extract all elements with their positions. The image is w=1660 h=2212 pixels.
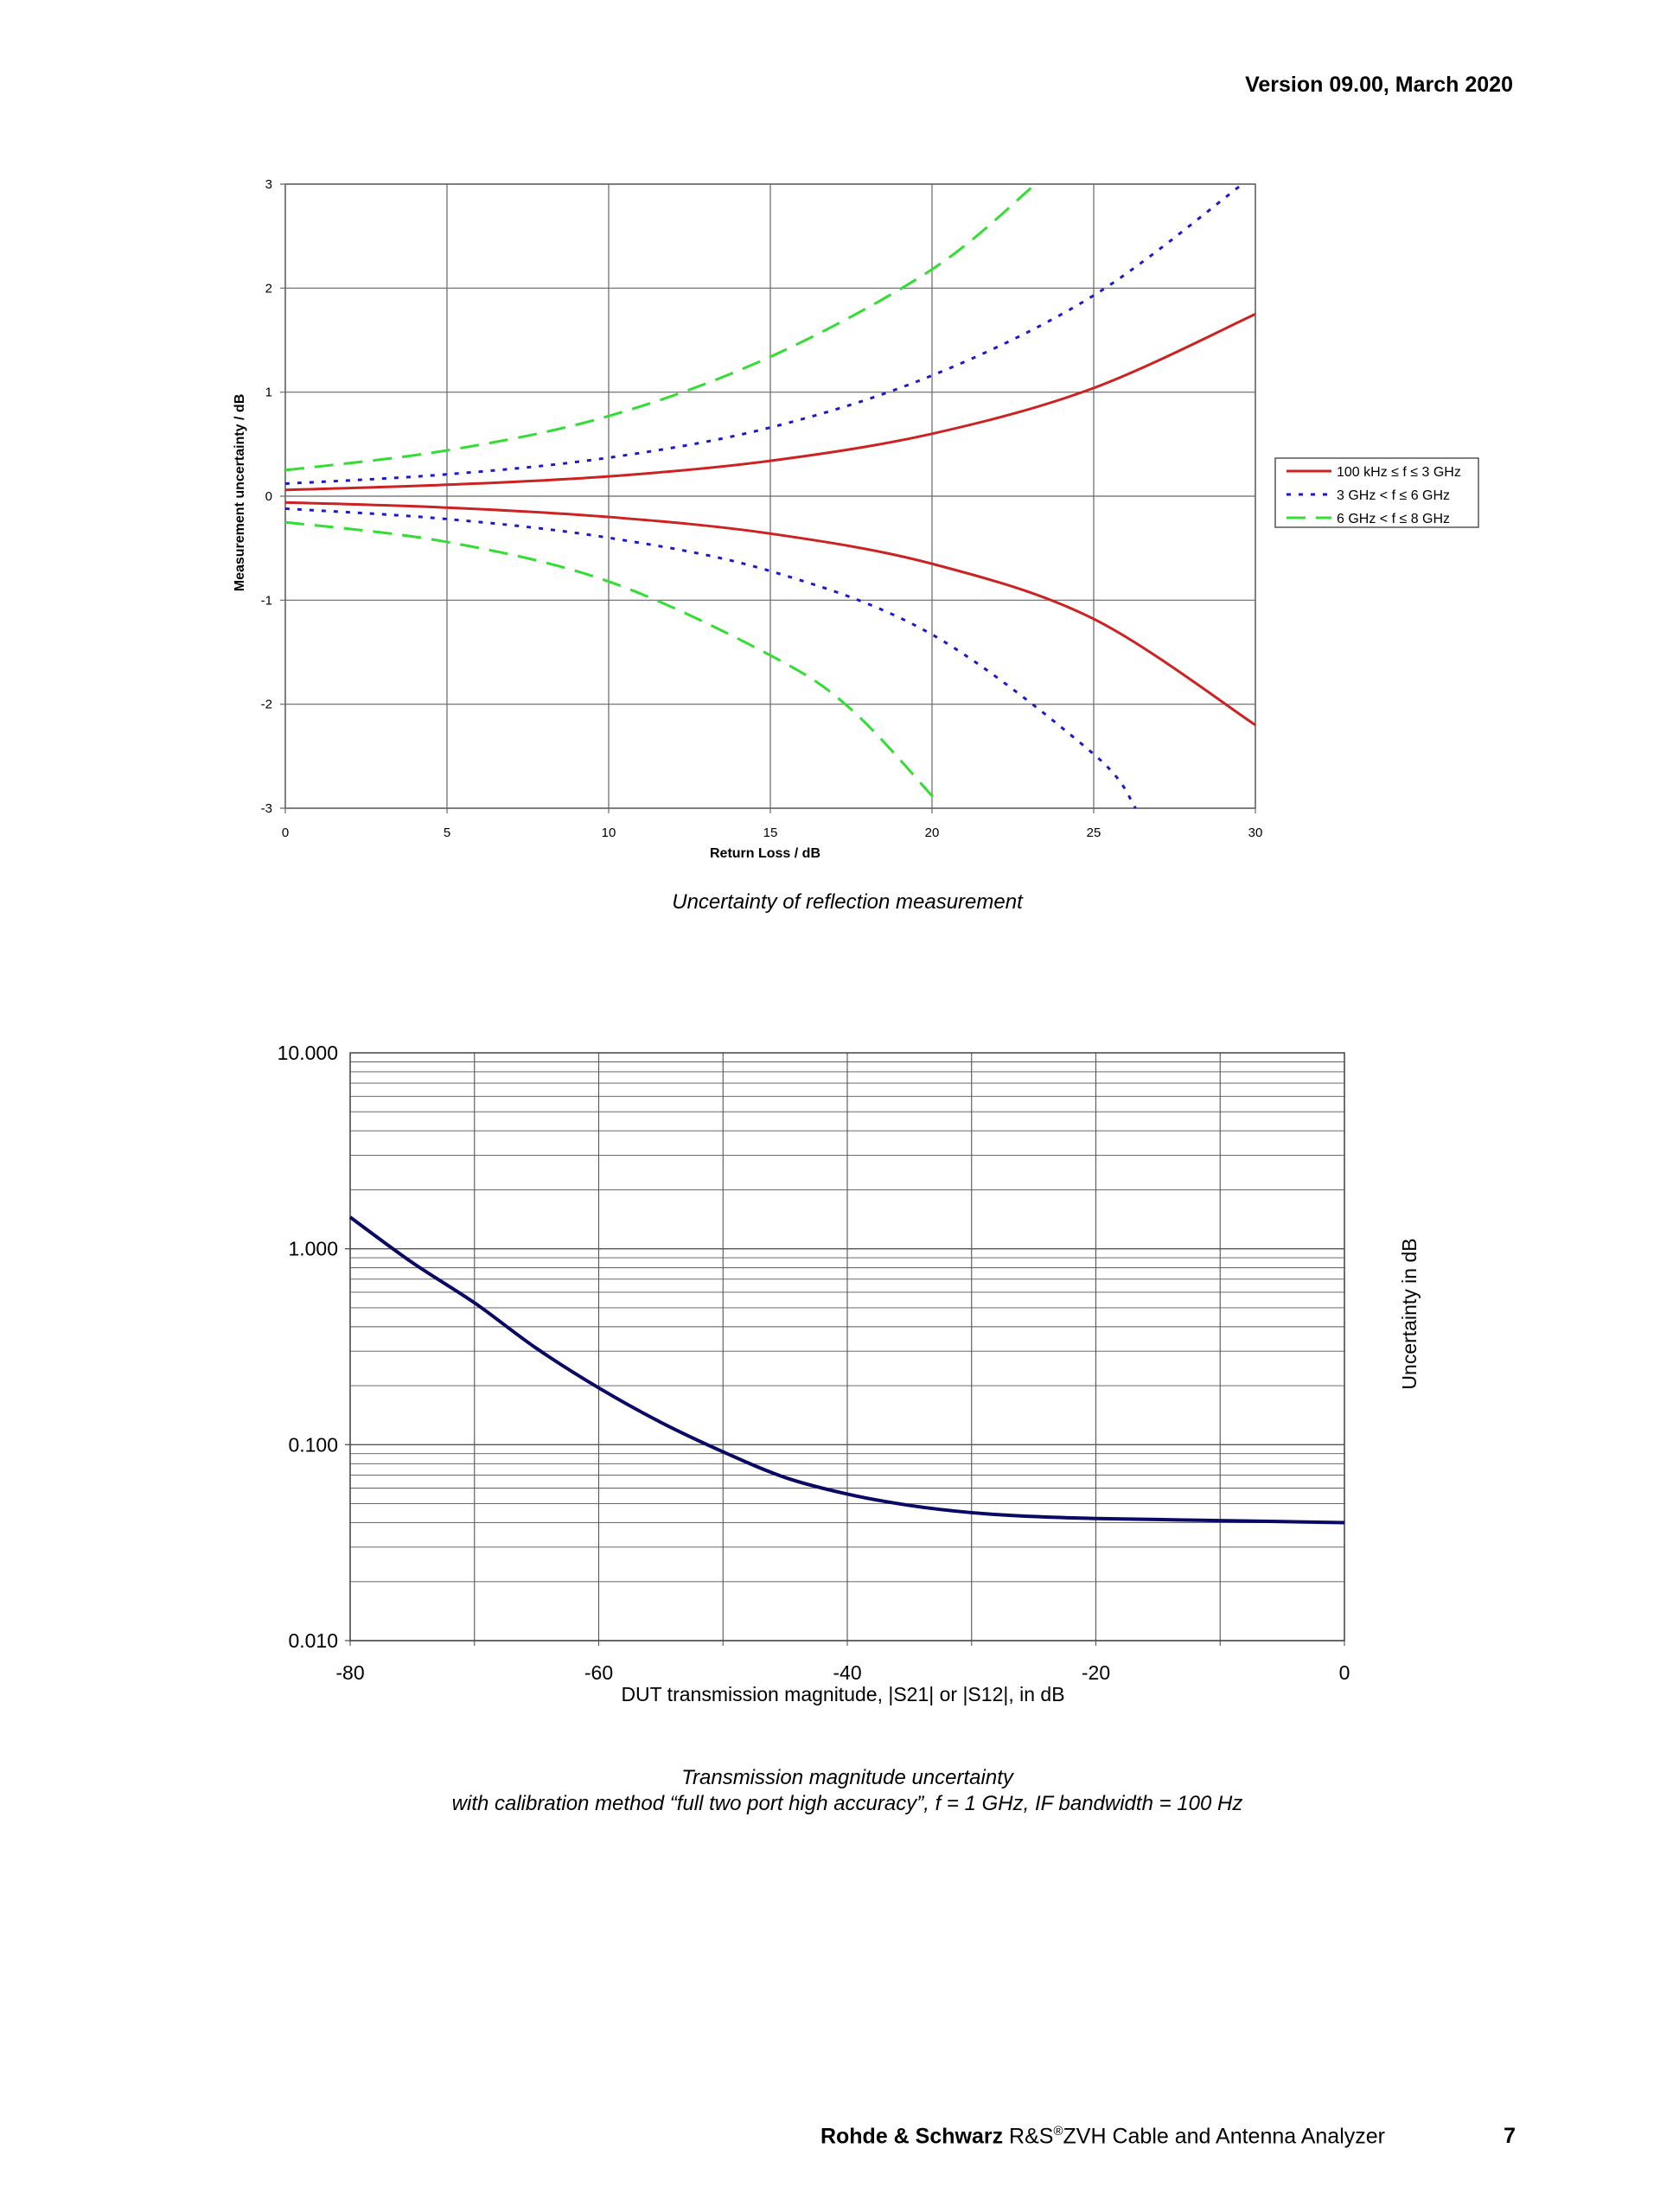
chart1-x-axis-label: Return Loss / dB: [710, 846, 820, 861]
chart1-y-tick-label: 1: [265, 386, 272, 400]
chart1-y-tick-label: 0: [265, 489, 272, 504]
chart1-y-axis-label: Measurement uncertainty / dB: [233, 394, 247, 592]
chart1-legend-label: 3 GHz < f ≤ 6 GHz: [1337, 488, 1450, 503]
chart1-x-tick-label: 10: [602, 826, 616, 840]
chart2-x-tick-label: 0: [1339, 1661, 1350, 1684]
chart2-y-tick-label: 0.100: [288, 1433, 338, 1456]
chart2-y-axis-label: Uncertainty in dB: [1398, 1238, 1421, 1389]
chart1-x-tick-label: 15: [763, 826, 778, 840]
chart2-plot-frame: [349, 1052, 1345, 1641]
page-footer: Rohde & Schwarz R&S®ZVH Cable and Antenn…: [820, 2124, 1385, 2149]
chart2-x-tick-label: -20: [1082, 1661, 1110, 1684]
chart1-x-tick-label: 0: [282, 826, 289, 840]
chart2-uncertainty-line: [348, 1215, 1345, 1525]
chart1-series-3-upper-line: [284, 182, 1037, 472]
chart1-series-1-lower-line: [284, 500, 1256, 726]
chart1-y-tick-label: -3: [261, 801, 272, 816]
chart1-y-tick-label: 2: [265, 281, 272, 296]
chart1-legend-label: 6 GHz < f ≤ 8 GHz: [1337, 512, 1450, 526]
chart1-series-1-upper-line: [284, 313, 1256, 492]
chart1-legend-label: 100 kHz ≤ f ≤ 3 GHz: [1337, 465, 1461, 480]
page-number: 7: [1504, 2124, 1516, 2148]
chart2-x-axis-label: DUT transmission magnitude, |S21| or |S1…: [621, 1683, 1064, 1705]
chart1-x-tick-label: 30: [1248, 826, 1263, 840]
footer-product-suffix: ZVH Cable and Antenna Analyzer: [1063, 2124, 1385, 2149]
chart2-x-tick-label: -60: [584, 1661, 613, 1684]
transmission-caption-line1: Transmission magnitude uncertainty: [681, 1766, 1013, 1789]
footer-registered-mark: ®: [1053, 2124, 1063, 2139]
transmission-uncertainty-chart: -80 -60 -40 -20 0 10.000 1.000 0.100 0.010 DUT t…: [278, 1042, 1421, 1705]
chart1-series-2-lower-line: [284, 507, 1137, 809]
transmission-caption-line2: with calibration method “full two port h…: [451, 1792, 1243, 1815]
chart1-y-tick-label: 3: [265, 177, 272, 192]
chart1-y-tick-label: -1: [261, 593, 272, 608]
page-header-version: Version 09.00, March 2020: [1245, 73, 1513, 97]
chart1-legend: 100 kHz ≤ f ≤ 3 GHz 3 GHz < f ≤ 6 GHz 6 GH…: [1274, 457, 1479, 528]
chart2-y-tick-label: 0.010: [288, 1629, 338, 1652]
chart1-series-3-lower-line: [284, 520, 940, 805]
footer-company: Rohde & Schwarz: [820, 2124, 1004, 2149]
reflection-chart-caption: Uncertainty of reflection measurement: [672, 890, 1023, 914]
chart2-x-tick-label: -40: [833, 1661, 861, 1684]
chart1-x-tick-label: 25: [1087, 826, 1101, 840]
chart2-y-tick-label: 10.000: [278, 1042, 338, 1064]
chart1-y-tick-label: -2: [261, 698, 272, 712]
chart1-x-tick-label: 20: [925, 826, 940, 840]
chart1-x-tick-label: 5: [444, 826, 450, 840]
chart2-y-tick-label: 1.000: [288, 1238, 338, 1260]
footer-product-prefix: R&S: [1003, 2124, 1054, 2149]
chart2-x-tick-label: -80: [335, 1661, 364, 1684]
